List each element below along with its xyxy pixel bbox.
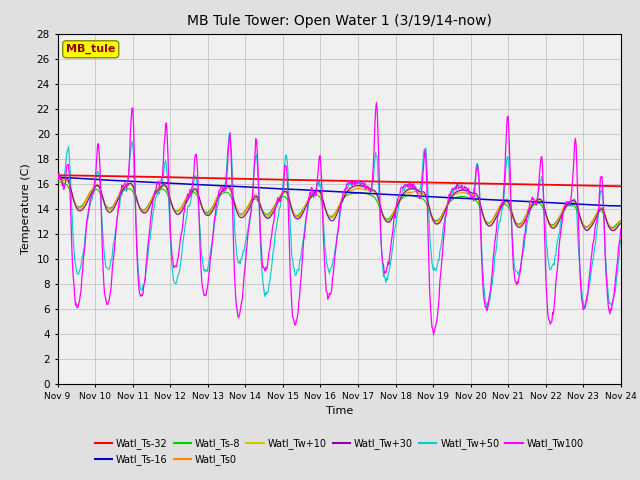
Watl_Tw+50 — [179, 240, 187, 245]
Line: Watl_Ts-16: Watl_Ts-16 — [58, 178, 621, 206]
Line: Watl_Tw100: Watl_Tw100 — [58, 103, 621, 335]
Watl_Tw100 — [408, 185, 416, 191]
Watl_Ts-8 — [424, 205, 432, 211]
Watl_Ts0 — [617, 218, 625, 224]
Watl_Tw+50 — [64, 147, 72, 153]
Watl_Ts-16 — [424, 194, 432, 200]
Watl_Tw100 — [372, 100, 380, 106]
Watl_Ts-16 — [617, 203, 625, 209]
Title: MB Tule Tower: Open Water 1 (3/19/14-now): MB Tule Tower: Open Water 1 (3/19/14-now… — [187, 14, 492, 28]
Watl_Ts-32 — [64, 172, 72, 178]
Legend: Watl_Ts-32, Watl_Ts-16, Watl_Ts-8, Watl_Ts0, Watl_Tw+10, Watl_Tw+30, Watl_Tw+50,: Watl_Ts-32, Watl_Ts-16, Watl_Ts-8, Watl_… — [91, 434, 588, 469]
Watl_Tw+10 — [408, 186, 415, 192]
Watl_Tw+30 — [54, 174, 61, 180]
Watl_Ts-16 — [122, 178, 129, 184]
Watl_Ts-8 — [54, 179, 61, 185]
Watl_Tw+10 — [64, 179, 72, 184]
Watl_Tw+10 — [179, 204, 187, 210]
Watl_Ts0 — [408, 190, 415, 195]
Watl_Tw+10 — [54, 173, 61, 179]
Watl_Ts-16 — [209, 182, 216, 188]
Watl_Tw+30 — [209, 208, 216, 214]
Watl_Ts-16 — [408, 193, 415, 199]
Watl_Tw+50 — [54, 173, 61, 179]
Watl_Tw+50 — [209, 234, 216, 240]
Watl_Ts-8 — [64, 183, 72, 189]
Watl_Tw+50 — [425, 212, 433, 217]
Watl_Tw+50 — [408, 181, 416, 187]
Watl_Ts-8 — [408, 192, 415, 198]
Watl_Tw+10 — [609, 228, 616, 233]
Watl_Tw+10 — [209, 206, 216, 212]
Watl_Ts-16 — [64, 175, 72, 180]
Watl_Tw100 — [425, 259, 433, 264]
Watl_Ts-8 — [122, 187, 129, 192]
Watl_Tw+30 — [122, 183, 129, 189]
Watl_Ts0 — [54, 176, 61, 182]
Watl_Tw100 — [209, 236, 216, 242]
Watl_Ts0 — [122, 182, 129, 188]
Line: Watl_Ts0: Watl_Ts0 — [58, 179, 621, 229]
Line: Watl_Tw+10: Watl_Tw+10 — [58, 176, 621, 230]
Watl_Tw+10 — [424, 202, 432, 207]
Watl_Tw+30 — [424, 200, 432, 205]
Watl_Tw+30 — [617, 221, 625, 227]
Watl_Tw+10 — [122, 185, 129, 191]
Watl_Ts-32 — [617, 183, 625, 189]
Line: Watl_Tw+30: Watl_Tw+30 — [58, 177, 621, 231]
Watl_Tw+30 — [64, 177, 72, 182]
Watl_Ts-32 — [408, 179, 415, 185]
Watl_Ts0 — [424, 201, 432, 207]
Watl_Ts-32 — [54, 172, 61, 178]
Watl_Tw+30 — [408, 186, 415, 192]
Watl_Tw100 — [64, 162, 72, 168]
Watl_Ts-8 — [609, 225, 616, 230]
Watl_Tw100 — [179, 221, 187, 227]
Watl_Ts-16 — [54, 175, 61, 180]
Watl_Tw+30 — [179, 206, 187, 212]
Watl_Ts0 — [64, 179, 72, 185]
Watl_Ts-32 — [209, 175, 216, 181]
Watl_Tw+50 — [122, 186, 129, 192]
Watl_Ts-32 — [424, 180, 432, 185]
X-axis label: Time: Time — [326, 406, 353, 416]
Watl_Ts0 — [209, 204, 216, 210]
Watl_Ts-8 — [617, 218, 625, 224]
Y-axis label: Temperature (C): Temperature (C) — [21, 163, 31, 254]
Watl_Ts-8 — [209, 204, 216, 209]
Watl_Ts0 — [609, 226, 617, 232]
Watl_Tw100 — [617, 226, 625, 232]
Line: Watl_Tw+50: Watl_Tw+50 — [58, 133, 621, 308]
Watl_Tw100 — [54, 171, 61, 177]
Watl_Ts0 — [179, 202, 187, 207]
Watl_Ts-32 — [179, 175, 187, 180]
Line: Watl_Ts-32: Watl_Ts-32 — [58, 175, 621, 186]
Text: MB_tule: MB_tule — [66, 44, 115, 54]
Watl_Tw+30 — [609, 228, 617, 234]
Watl_Tw+50 — [617, 238, 625, 244]
Watl_Tw100 — [122, 181, 129, 187]
Watl_Tw+50 — [226, 130, 234, 136]
Watl_Ts-8 — [179, 202, 187, 208]
Watl_Tw100 — [429, 332, 437, 337]
Watl_Tw+50 — [580, 305, 588, 311]
Watl_Ts-16 — [179, 181, 187, 187]
Watl_Ts-32 — [122, 173, 129, 179]
Watl_Tw+10 — [617, 220, 625, 226]
Line: Watl_Ts-8: Watl_Ts-8 — [58, 182, 621, 228]
